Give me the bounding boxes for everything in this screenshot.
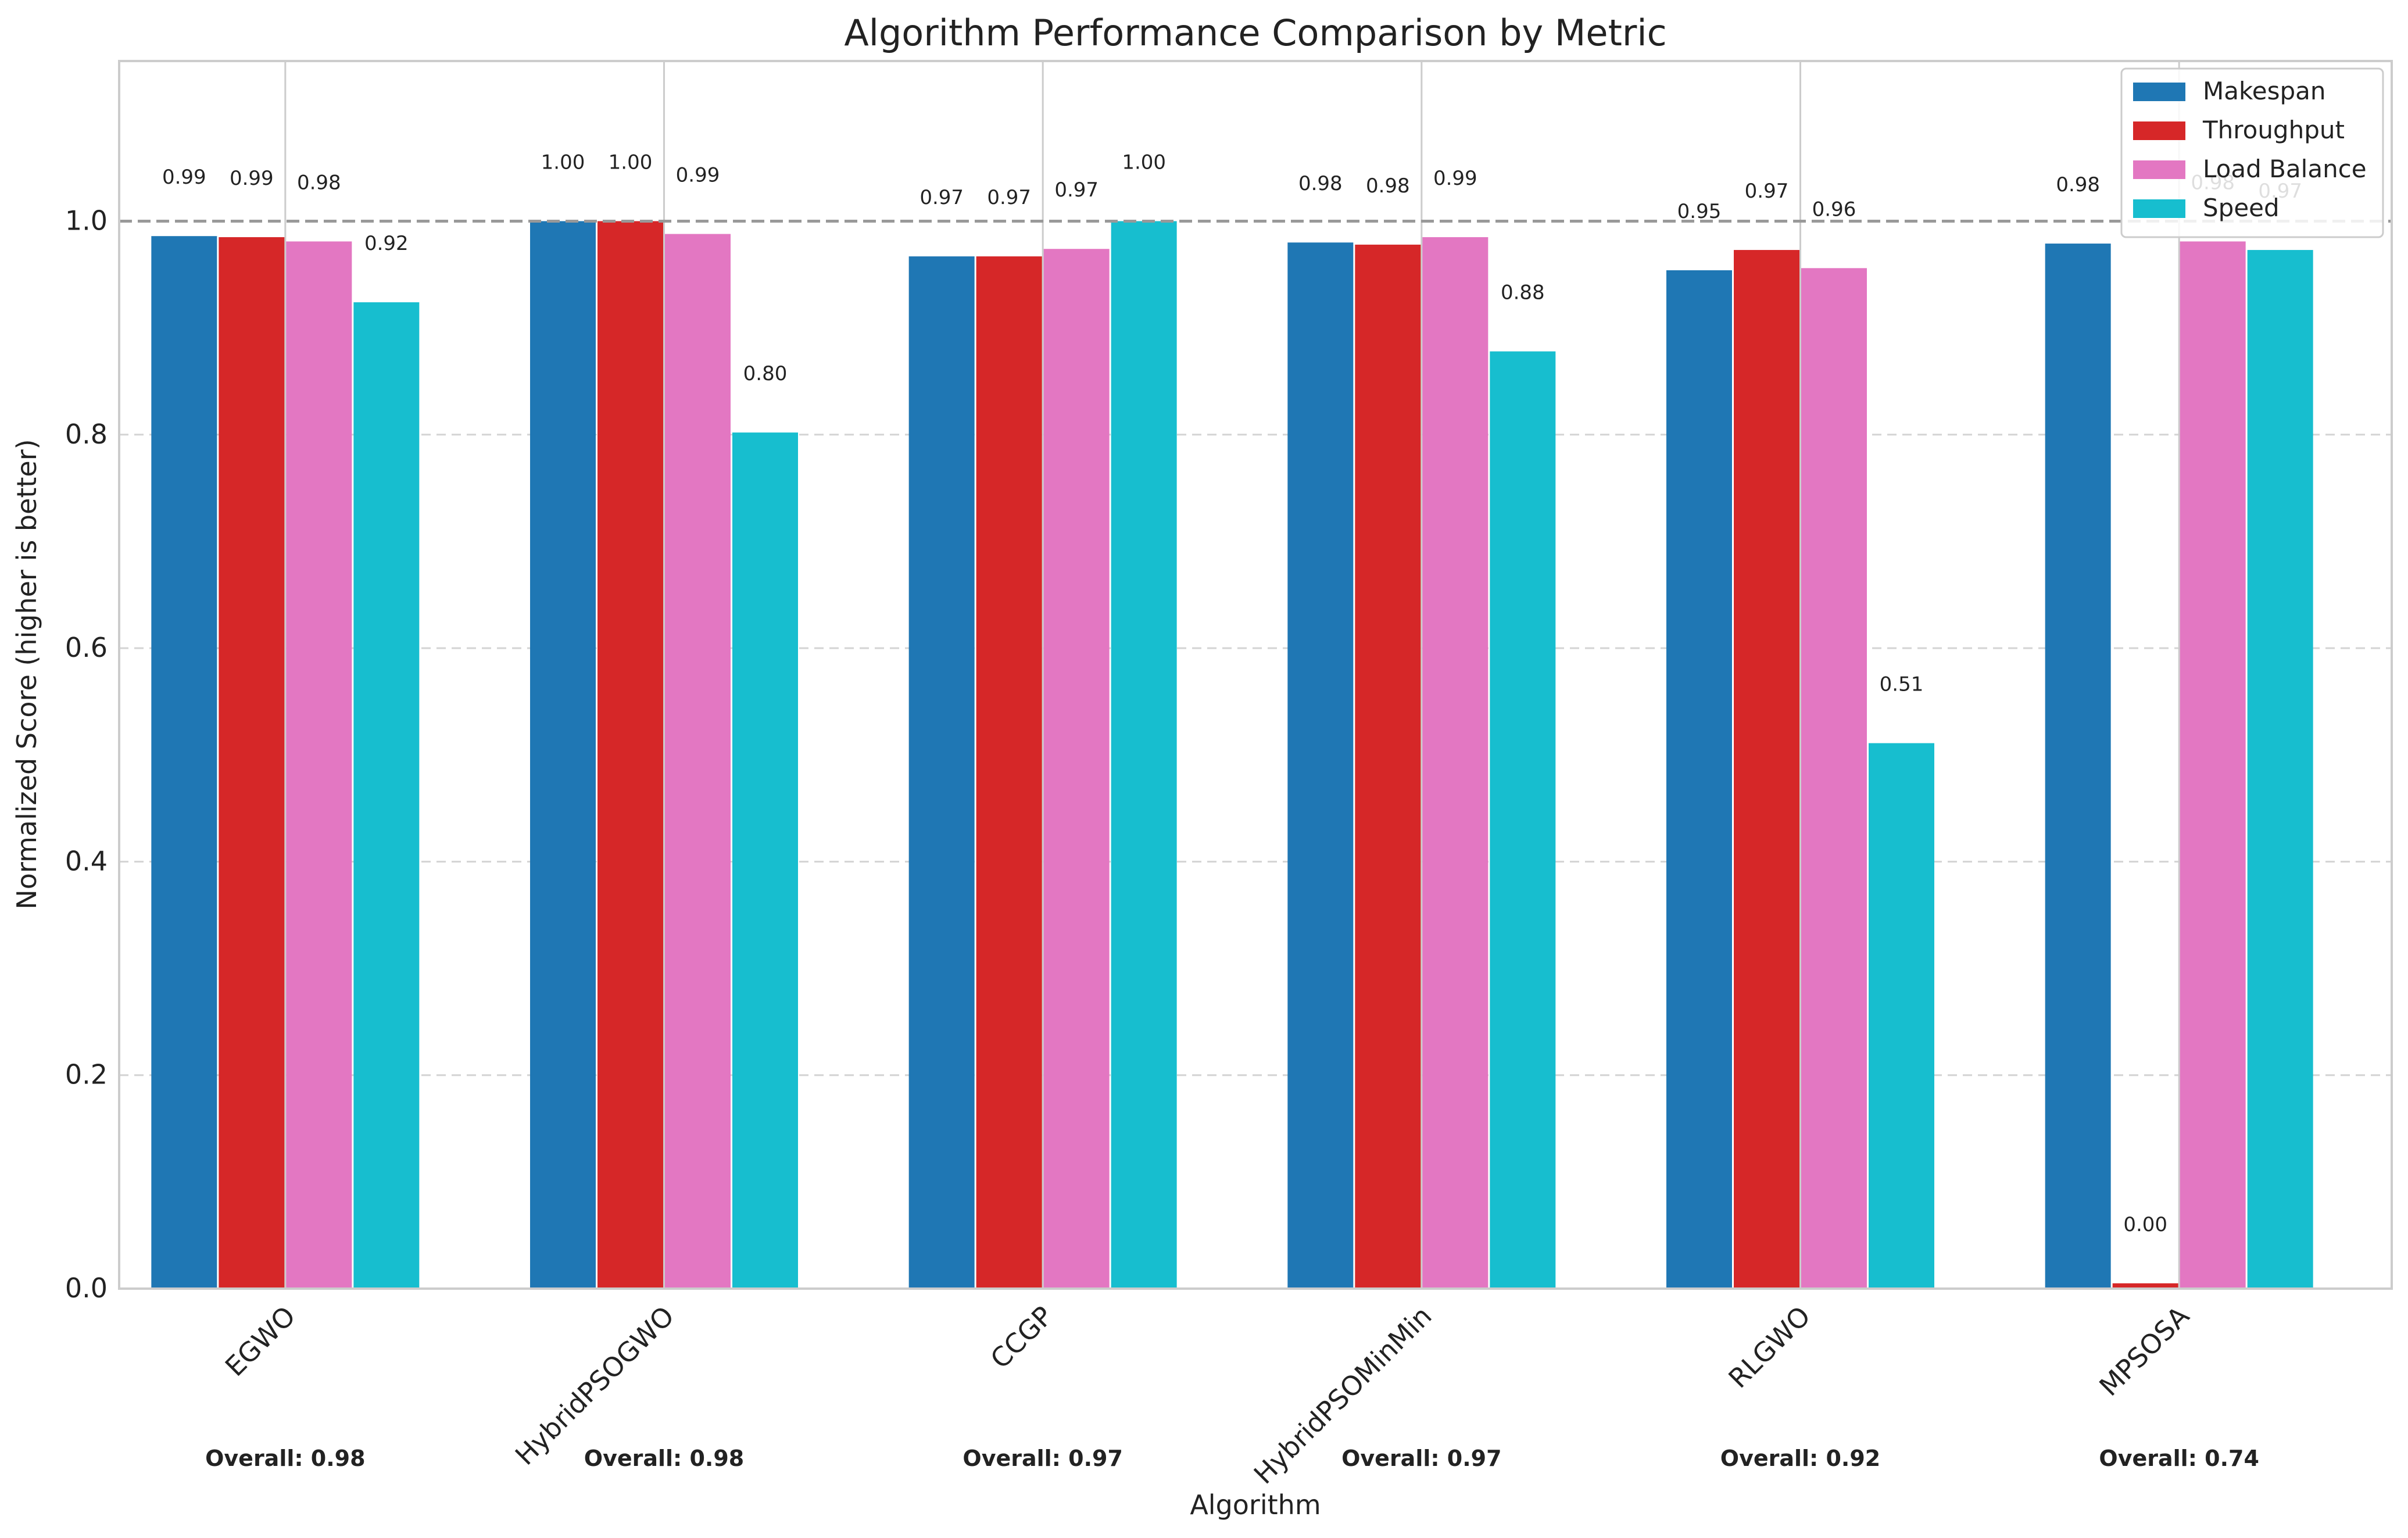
bar-value-label: 0.97	[1054, 178, 1099, 202]
y-axis: 0.0 0.2 0.4 0.6 0.8 1.0	[65, 205, 108, 1304]
y-tick-label: 0.4	[65, 845, 108, 877]
bar	[1869, 743, 1934, 1289]
legend-swatch	[2133, 121, 2185, 140]
overall-score-label: Overall: 0.97	[1341, 1446, 1501, 1471]
bar	[1287, 242, 1354, 1289]
bar	[1666, 270, 1732, 1289]
bar-value-label: 0.99	[162, 166, 206, 189]
bar	[1490, 351, 1556, 1289]
legend-frame	[2120, 67, 2384, 238]
bar-value-label: 0.96	[1812, 198, 1856, 221]
overall-score-label: Overall: 0.98	[205, 1446, 365, 1471]
bar-value-label: 0.99	[1433, 167, 1477, 190]
legend-label: Speed	[2203, 194, 2280, 222]
bar-value-label: 1.00	[609, 151, 653, 174]
bar-value-label: 0.00	[2123, 1213, 2167, 1236]
bar	[2112, 1283, 2178, 1289]
bar	[732, 432, 798, 1289]
bar	[2180, 241, 2246, 1289]
y-tick-label: 0.0	[65, 1272, 108, 1304]
bar	[151, 236, 217, 1289]
bar	[2247, 250, 2313, 1289]
bar-value-label: 0.97	[919, 186, 964, 209]
bar-value-label: 0.99	[230, 167, 274, 190]
legend-label: Makespan	[2203, 77, 2326, 105]
bar-value-label: 1.00	[1122, 151, 1166, 174]
bar	[2045, 244, 2111, 1289]
bar-value-label: 0.88	[1501, 281, 1545, 305]
chart-title: Algorithm Performance Comparison by Metr…	[844, 12, 1666, 54]
plot-area	[119, 61, 2392, 1289]
bar	[1734, 250, 1799, 1289]
bar	[1111, 221, 1177, 1289]
bar	[1355, 244, 1421, 1289]
legend-swatch	[2133, 160, 2185, 179]
y-tick-label: 0.6	[65, 632, 108, 663]
bar-value-label: 0.92	[364, 232, 409, 255]
bar-value-label: 0.97	[987, 186, 1031, 209]
bar	[976, 256, 1042, 1289]
bars	[151, 221, 2313, 1289]
bar	[908, 256, 975, 1289]
bar	[597, 221, 663, 1289]
legend-swatch	[2133, 199, 2185, 218]
bar-value-label: 0.80	[743, 362, 788, 385]
legend: Makespan Throughput Load Balance Speed	[2120, 67, 2384, 238]
plot-frame	[118, 60, 2393, 1290]
overall-score-label: Overall: 0.74	[2099, 1446, 2259, 1471]
overall-score-label: Overall: 0.98	[584, 1446, 744, 1471]
bar	[1422, 237, 1489, 1289]
bar-value-label: 0.98	[2056, 173, 2100, 196]
overall-score-label: Overall: 0.92	[1720, 1446, 1880, 1471]
legend-label: Throughput	[2202, 116, 2345, 144]
bar	[1043, 249, 1110, 1289]
bar	[286, 241, 352, 1289]
bar-value-label: 1.00	[541, 151, 585, 174]
bar-value-label: 0.51	[1880, 673, 1924, 696]
y-tick-label: 0.2	[65, 1059, 108, 1090]
legend-swatch	[2133, 83, 2185, 101]
overall-labels: Overall: 0.98 Overall: 0.98 Overall: 0.97 O…	[205, 1446, 2259, 1471]
y-tick-label: 0.8	[65, 419, 108, 450]
bar-value-label: 0.99	[676, 164, 720, 187]
bar	[219, 237, 285, 1289]
y-tick-label: 1.0	[65, 205, 108, 236]
bar-value-label: 0.95	[1677, 200, 1722, 223]
gridlines	[119, 61, 2392, 1289]
bar-value-label: 0.98	[1298, 172, 1343, 195]
bar-value-label: 0.97	[1745, 180, 1789, 203]
bar-value-label: 0.98	[1366, 174, 1410, 198]
bar	[353, 302, 420, 1289]
bar-value-label: 0.98	[297, 171, 341, 194]
legend-label: Load Balance	[2203, 155, 2367, 183]
overall-score-label: Overall: 0.97	[963, 1446, 1122, 1471]
bar	[530, 221, 596, 1289]
x-axis-title: Algorithm	[1190, 1489, 1321, 1521]
bar	[1801, 268, 1867, 1289]
bar	[665, 234, 731, 1289]
y-axis-title: Normalized Score (higher is better)	[11, 439, 42, 909]
